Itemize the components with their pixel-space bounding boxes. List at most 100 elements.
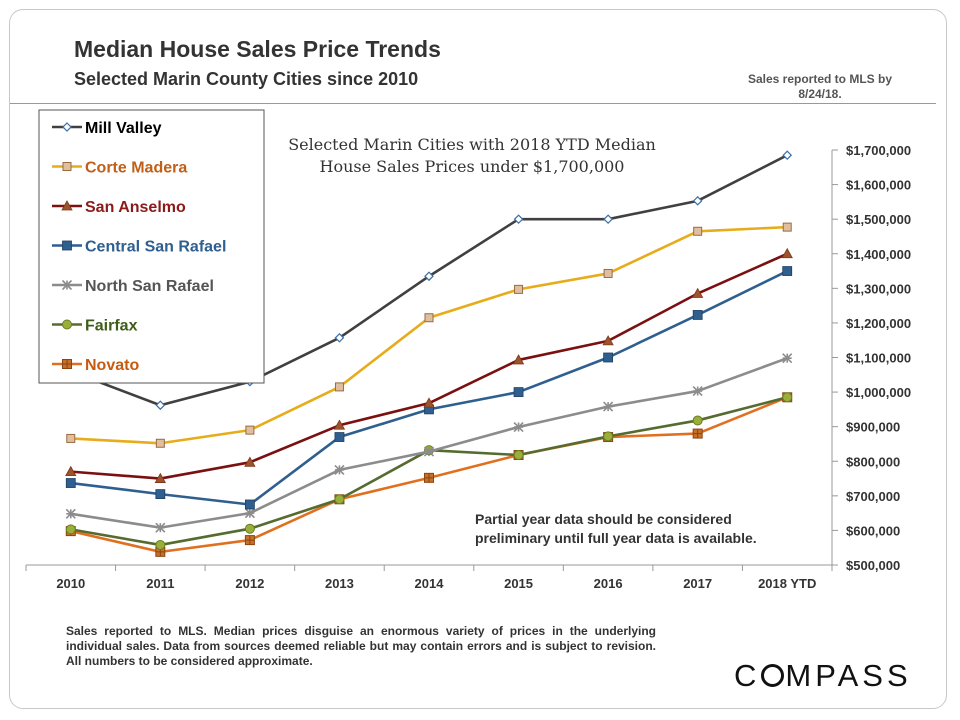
data-point bbox=[244, 499, 255, 510]
series-central-san-rafael bbox=[65, 266, 793, 510]
data-point bbox=[65, 465, 77, 477]
chart-title: Median House Sales Price Trends bbox=[74, 36, 441, 62]
x-tick-label: 2014 bbox=[415, 576, 445, 591]
data-point bbox=[693, 226, 703, 236]
data-point bbox=[334, 494, 345, 505]
y-tick-label: $1,600,000 bbox=[846, 178, 911, 193]
y-tick-label: $800,000 bbox=[846, 454, 900, 469]
data-point bbox=[65, 508, 76, 519]
data-point bbox=[603, 214, 613, 225]
logo-o-ring bbox=[761, 664, 785, 687]
series-group bbox=[65, 150, 793, 557]
y-tick-label: $1,200,000 bbox=[846, 316, 911, 331]
legend: Mill Valley Corte Madera San Anselmo Centra… bbox=[38, 109, 265, 384]
y-tick-label: $500,000 bbox=[846, 558, 900, 573]
data-point bbox=[334, 382, 344, 392]
data-point bbox=[66, 433, 76, 443]
data-point bbox=[603, 431, 614, 442]
logo-c: C bbox=[734, 658, 761, 693]
x-tick-label: 2010 bbox=[56, 576, 85, 591]
legend-label: San Anselmo bbox=[85, 199, 186, 216]
series-line bbox=[70, 356, 788, 529]
partial-note-line-1: Partial year data should be considered bbox=[475, 511, 732, 527]
data-point bbox=[244, 535, 255, 546]
data-point bbox=[334, 332, 345, 343]
series-north-san-rafael bbox=[65, 353, 793, 533]
data-point bbox=[782, 266, 793, 276]
legend-label: Corte Madera bbox=[85, 160, 187, 177]
compass-logo: C MPASS bbox=[734, 658, 912, 694]
x-tick-label: 2012 bbox=[235, 576, 264, 591]
data-point bbox=[62, 122, 72, 132]
data-point bbox=[513, 421, 524, 433]
data-point bbox=[155, 522, 166, 533]
legend-label: Fairfax bbox=[85, 318, 138, 335]
data-point bbox=[61, 200, 73, 211]
data-point bbox=[155, 539, 166, 550]
report-date-note: Sales reported to MLS by 8/24/18. bbox=[747, 72, 893, 101]
y-tick-label: $1,400,000 bbox=[846, 247, 911, 262]
y-tick-label: $1,700,000 bbox=[846, 143, 911, 158]
data-point bbox=[244, 508, 255, 519]
y-tick-label: $1,300,000 bbox=[846, 281, 911, 296]
logo-rest: MPASS bbox=[785, 658, 912, 693]
x-tick-label: 2018 YTD bbox=[758, 576, 816, 591]
data-point bbox=[692, 310, 703, 320]
data-point bbox=[62, 319, 72, 330]
data-point bbox=[62, 162, 72, 171]
data-point bbox=[245, 425, 255, 435]
annotation-line-2: House Sales Prices under $1,700,000 bbox=[320, 157, 625, 176]
data-point bbox=[692, 415, 703, 426]
disclaimer-text: Sales reported to MLS. Median prices dis… bbox=[66, 624, 656, 668]
data-point bbox=[781, 247, 793, 259]
data-point bbox=[782, 150, 793, 161]
data-point bbox=[513, 450, 524, 461]
legend-label: Central San Rafael bbox=[85, 239, 226, 256]
data-point bbox=[423, 446, 435, 457]
annotation-line-1: Selected Marin Cities with 2018 YTD Medi… bbox=[288, 135, 656, 154]
data-point bbox=[65, 478, 76, 488]
legend-item: Fairfax bbox=[52, 318, 138, 335]
data-point bbox=[424, 472, 434, 483]
data-point bbox=[62, 359, 72, 369]
data-point bbox=[334, 464, 345, 475]
data-point bbox=[423, 397, 435, 408]
data-point bbox=[513, 387, 524, 397]
data-point bbox=[514, 284, 524, 294]
y-tick-label: $1,000,000 bbox=[846, 385, 911, 400]
legend-item: North San Rafael bbox=[52, 278, 214, 295]
data-point bbox=[244, 523, 255, 534]
legend-item: Mill Valley bbox=[52, 120, 162, 137]
x-tick-label: 2016 bbox=[594, 576, 623, 591]
data-point bbox=[692, 428, 703, 439]
data-point bbox=[692, 195, 703, 206]
legend-item: Central San Rafael bbox=[52, 239, 226, 256]
x-tick-label: 2013 bbox=[325, 576, 354, 591]
data-point bbox=[692, 385, 703, 397]
data-point bbox=[782, 222, 792, 232]
data-point bbox=[602, 335, 614, 346]
x-tick-label: 2015 bbox=[504, 576, 533, 591]
y-tick-label: $1,500,000 bbox=[846, 212, 911, 227]
y-tick-label: $700,000 bbox=[846, 489, 900, 504]
data-point bbox=[334, 432, 345, 442]
header-divider bbox=[10, 103, 936, 104]
partial-note-line-2: preliminary until full year data is avai… bbox=[475, 530, 757, 546]
chart-subtitle: Selected Marin County Cities since 2010 bbox=[74, 69, 419, 89]
legend-label: Mill Valley bbox=[85, 120, 162, 137]
y-tick-label: $600,000 bbox=[846, 523, 900, 538]
y-tick-label: $900,000 bbox=[846, 420, 900, 435]
series-san-anselmo bbox=[65, 247, 793, 483]
series-corte-madera bbox=[66, 222, 792, 448]
data-point bbox=[61, 279, 73, 291]
data-point bbox=[782, 392, 793, 403]
data-point bbox=[244, 456, 256, 467]
y-tick-label: $1,100,000 bbox=[846, 351, 911, 366]
axes: 2010 2011 2012 2013 2014 2015 2016 2017 2018 YTD… bbox=[25, 143, 911, 591]
data-point bbox=[155, 400, 166, 411]
legend-label: North San Rafael bbox=[85, 278, 214, 295]
data-point bbox=[424, 313, 434, 323]
data-point bbox=[155, 489, 166, 500]
data-point bbox=[603, 268, 613, 278]
